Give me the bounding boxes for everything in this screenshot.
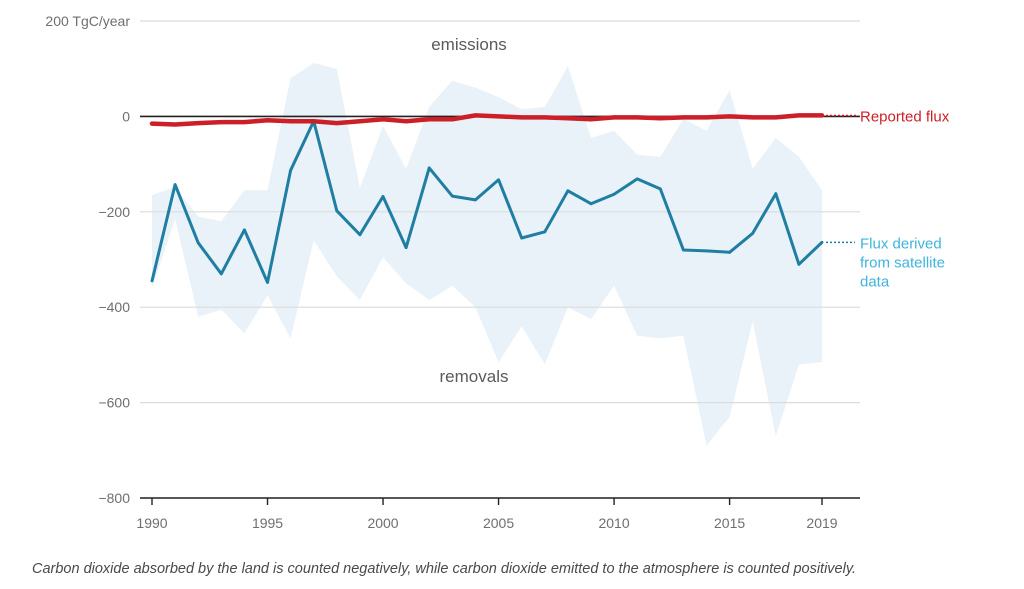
reported-flux-point xyxy=(473,113,478,118)
chart-caption: Carbon dioxide absorbed by the land is c… xyxy=(32,561,857,577)
satellite-flux-point xyxy=(243,228,246,232)
reported-flux-point xyxy=(635,115,639,119)
satellite-flux-point xyxy=(381,195,385,198)
satellite-flux-line xyxy=(150,119,824,284)
reported-flux-point xyxy=(450,117,454,121)
emissions-label: emissions xyxy=(431,35,507,54)
satellite-flux-point xyxy=(728,250,731,254)
reported-flux-point xyxy=(589,117,593,121)
reported-flux-point xyxy=(681,115,685,119)
reported-flux-point xyxy=(150,121,154,126)
x-tick-label: 2010 xyxy=(598,515,629,531)
satellite-flux-point xyxy=(497,178,500,182)
y-axis-unit-label: 200 TgC/year xyxy=(45,13,130,29)
reported-flux-point xyxy=(612,115,616,119)
satellite-flux-point xyxy=(612,192,616,196)
satellite-flux-point xyxy=(474,198,477,202)
satellite-flux-point xyxy=(589,202,593,206)
reported-flux-point xyxy=(289,119,293,123)
satellite-flux-point xyxy=(705,249,708,253)
satellite-flux-label-line: data xyxy=(860,273,890,290)
reported-flux-point xyxy=(774,115,778,119)
satellite-flux-point xyxy=(173,183,177,187)
reported-flux-line xyxy=(149,113,825,127)
reported-flux-point xyxy=(658,116,662,120)
reported-flux-point xyxy=(358,119,362,123)
reported-flux-point xyxy=(496,114,501,118)
satellite-flux-point xyxy=(820,240,824,244)
y-tick-label: −600 xyxy=(98,395,130,411)
satellite-flux-point xyxy=(427,166,431,170)
removals-label: removals xyxy=(440,367,509,386)
x-tick-label: 1995 xyxy=(252,515,283,531)
satellite-flux-point xyxy=(150,279,154,283)
reported-flux-point xyxy=(335,121,339,125)
x-tick-label: 2015 xyxy=(714,515,745,531)
reported-flux-point xyxy=(566,116,570,120)
satellite-flux-point xyxy=(797,262,801,266)
reported-flux-point xyxy=(704,115,709,119)
reported-flux-point xyxy=(797,113,801,118)
y-tick-label: −200 xyxy=(98,204,130,220)
reported-flux-point xyxy=(427,117,431,121)
satellite-flux-label-line: from satellite xyxy=(860,254,945,271)
satellite-flux-point xyxy=(289,168,293,172)
satellite-flux-point xyxy=(358,233,362,237)
reported-flux-point xyxy=(196,121,200,125)
x-tick-label: 2000 xyxy=(367,515,398,531)
satellite-flux-point xyxy=(566,189,570,193)
satellite-flux-point xyxy=(543,230,547,234)
x-tick-label: 2005 xyxy=(483,515,514,531)
reported-flux-point xyxy=(173,122,177,127)
satellite-flux-point xyxy=(450,194,454,198)
reported-flux-point xyxy=(543,115,547,119)
reported-flux-point xyxy=(381,117,385,121)
y-tick-label: 0 xyxy=(122,108,130,124)
satellite-flux-point xyxy=(774,192,778,196)
uncertainty-band xyxy=(152,63,822,446)
satellite-flux-point xyxy=(658,187,662,191)
reported-flux-point xyxy=(242,120,247,124)
y-tick-label: −400 xyxy=(98,299,130,315)
satellite-flux-point xyxy=(751,231,755,235)
reported-flux-point xyxy=(751,115,755,119)
satellite-flux-point xyxy=(681,248,685,252)
reported-flux-point xyxy=(312,119,316,123)
satellite-flux-point xyxy=(335,209,339,213)
reported-flux-point xyxy=(520,115,524,119)
x-tick-label: 2019 xyxy=(806,515,837,531)
reported-flux-point xyxy=(404,119,408,123)
satellite-flux-point xyxy=(219,272,223,276)
reported-flux-point xyxy=(219,120,223,124)
reported-flux-point xyxy=(265,118,270,122)
satellite-flux-label-line: Flux derived xyxy=(860,235,942,252)
satellite-flux-point xyxy=(196,241,200,245)
satellite-flux-point xyxy=(635,177,639,181)
satellite-flux-point xyxy=(266,280,269,284)
y-tick-label: −800 xyxy=(98,490,130,506)
chart-svg: −800 −600 −400 −200 0 200 TgC/year 1990 1995 200… xyxy=(45,13,950,531)
reported-flux-label: Reported flux xyxy=(860,108,950,125)
reported-flux-point xyxy=(727,114,732,118)
x-tick-label: 1990 xyxy=(136,515,167,531)
reported-flux-point xyxy=(820,113,824,118)
satellite-flux-point xyxy=(404,246,408,249)
satellite-flux-point xyxy=(520,236,524,240)
